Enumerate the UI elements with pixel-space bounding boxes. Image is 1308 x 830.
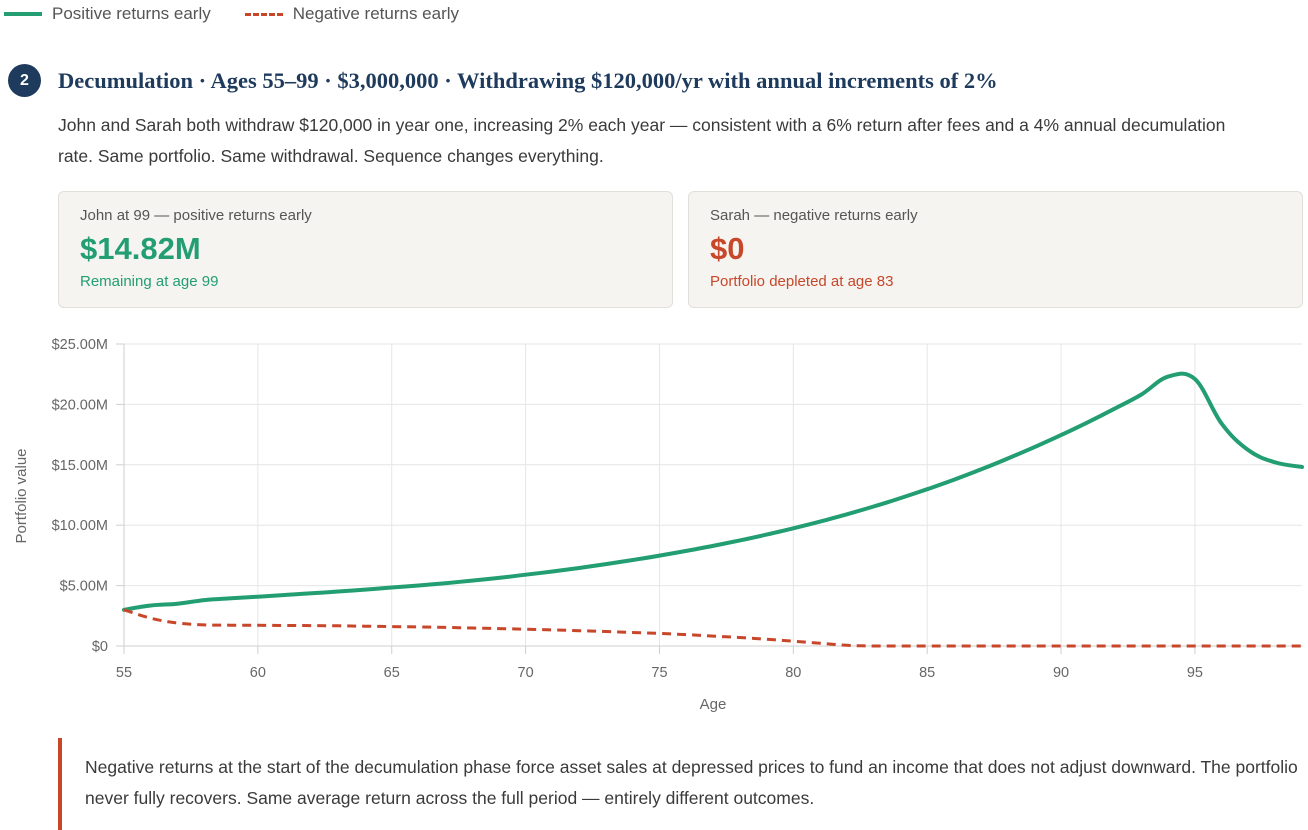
x-tick-label: 70 bbox=[518, 665, 534, 681]
y-axis-title: Portfolio value bbox=[13, 448, 30, 543]
x-tick-label: 80 bbox=[785, 665, 801, 681]
y-tick-label: $15.00M bbox=[52, 458, 108, 474]
legend-item-positive[interactable]: Positive returns early bbox=[4, 4, 211, 24]
legend-label-positive: Positive returns early bbox=[52, 4, 211, 23]
portfolio-line-chart: $0 $5.00M $10.00M $15.00M $20.00M $25.00M 55 60… bbox=[13, 337, 1304, 713]
x-tick-label: 65 bbox=[384, 665, 400, 681]
john-card-value: $14.82M bbox=[80, 231, 201, 266]
john-card-label: John at 99 — positive returns early bbox=[80, 207, 312, 224]
insight-callout: Negative returns at the start of the dec… bbox=[58, 738, 1298, 830]
chart-legend: Positive returns early Negative returns … bbox=[4, 4, 493, 24]
legend-swatch-negative bbox=[244, 12, 283, 16]
series-line-positive bbox=[122, 371, 1304, 612]
sarah-outcome-card: Sarah — negative returns early $0 Portfo… bbox=[688, 191, 1303, 308]
callout-text: Negative returns at the start of the dec… bbox=[85, 757, 1298, 808]
section-header: 2 Decumulation · Ages 55–99 · $3,000,000… bbox=[8, 64, 998, 97]
y-tick-label: $10.00M bbox=[52, 518, 108, 534]
x-tick-label: 75 bbox=[651, 665, 667, 681]
y-tick-label: $20.00M bbox=[52, 397, 108, 413]
x-axis-title: Age bbox=[700, 696, 727, 713]
x-tick-label: 85 bbox=[919, 665, 935, 681]
sarah-card-sub: Portfolio depleted at age 83 bbox=[710, 273, 894, 290]
chart-series bbox=[122, 371, 1304, 648]
legend-item-negative[interactable]: Negative returns early bbox=[244, 4, 460, 24]
legend-swatch-positive bbox=[4, 12, 42, 16]
y-tick-label: $5.00M bbox=[60, 579, 108, 595]
y-tick-label: $25.00M bbox=[52, 337, 108, 353]
x-tick-label: 95 bbox=[1187, 665, 1203, 681]
x-tick-label: 60 bbox=[250, 665, 266, 681]
legend-label-negative: Negative returns early bbox=[292, 4, 460, 23]
john-outcome-card: John at 99 — positive returns early $14.… bbox=[58, 191, 673, 308]
y-tick-label: $0 bbox=[92, 639, 108, 655]
x-tick-label: 55 bbox=[116, 665, 132, 681]
section-intro: John and Sarah both withdraw $120,000 in… bbox=[58, 115, 1226, 166]
sarah-card-label: Sarah — negative returns early bbox=[710, 207, 918, 224]
chart-axes: $0 $5.00M $10.00M $15.00M $20.00M $25.00M 55 60… bbox=[52, 337, 1302, 681]
x-tick-label: 90 bbox=[1053, 665, 1069, 681]
series-line-negative bbox=[123, 608, 1302, 648]
john-card-sub: Remaining at age 99 bbox=[80, 273, 219, 290]
sarah-card-value: $0 bbox=[710, 231, 745, 266]
chart-gridlines bbox=[123, 343, 1302, 647]
section-title: Decumulation · Ages 55–99 · $3,000,000 ·… bbox=[58, 67, 998, 93]
step-badge: 2 bbox=[8, 64, 41, 97]
